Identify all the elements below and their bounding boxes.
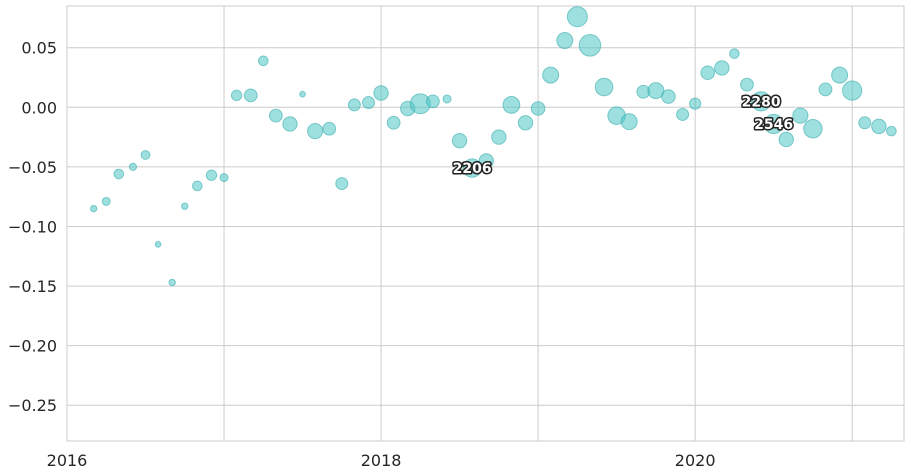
data-point	[205, 169, 218, 181]
plot-frame	[66, 5, 905, 442]
data-point	[517, 115, 534, 131]
y-tick-label: −0.15	[8, 277, 57, 296]
data-point	[478, 153, 494, 169]
data-point	[268, 108, 283, 123]
data-point	[101, 196, 111, 206]
data-label: 2280	[742, 94, 781, 110]
data-point	[647, 82, 665, 100]
data-point	[740, 77, 754, 92]
y-tick-label: −0.05	[8, 158, 57, 177]
data-point	[778, 131, 794, 148]
data-point	[192, 180, 203, 192]
data-point	[818, 82, 833, 97]
data-point	[373, 85, 389, 101]
data-point	[307, 123, 324, 140]
data-point	[858, 116, 872, 130]
data-point	[462, 158, 482, 178]
data-point	[871, 118, 887, 135]
data-point	[886, 125, 897, 137]
data-point	[425, 94, 440, 109]
data-point	[792, 107, 809, 124]
data-point	[140, 150, 151, 160]
data-point	[386, 115, 401, 130]
data-point	[113, 168, 125, 180]
data-point	[491, 129, 507, 145]
data-point	[89, 204, 98, 213]
x-tick-label: 2018	[361, 451, 402, 470]
data-point	[763, 113, 784, 135]
y-tick-label: −0.20	[8, 337, 57, 356]
data-point	[700, 65, 716, 81]
data-point	[803, 119, 823, 139]
y-axis-tick-labels: 0.05 0.00 −0.05 −0.10 −0.15 −0.20 −0.25	[8, 39, 57, 416]
data-point	[676, 107, 690, 121]
data-point	[181, 202, 189, 210]
data-point	[842, 80, 863, 101]
data-point	[257, 55, 269, 67]
data-point	[566, 6, 588, 28]
data-labels: 2206 2280 2546	[451, 93, 794, 179]
data-point	[128, 162, 138, 171]
data-point	[502, 96, 521, 114]
data-point	[530, 101, 546, 116]
data-point	[831, 66, 849, 84]
data-point	[230, 89, 243, 102]
data-point	[750, 91, 772, 112]
data-point	[689, 97, 702, 110]
data-point	[347, 98, 361, 112]
data-point	[620, 113, 638, 131]
data-point	[594, 77, 614, 97]
data-point	[362, 96, 376, 110]
data-point	[335, 177, 349, 191]
data-point	[451, 132, 468, 149]
data-point	[154, 241, 162, 248]
plot-area	[67, 6, 904, 441]
y-tick-label: 0.05	[21, 39, 57, 58]
data-point	[661, 89, 676, 104]
data-point	[729, 48, 740, 59]
data-point	[714, 60, 730, 76]
y-tick-label: −0.25	[8, 396, 57, 415]
data-point	[322, 121, 337, 136]
x-axis-tick-labels: 2016 2018 2020	[47, 451, 716, 470]
data-point	[168, 278, 176, 287]
y-tick-label: 0.00	[21, 98, 57, 117]
data-label: 2206	[453, 161, 492, 177]
data-point	[442, 94, 452, 104]
data-point	[219, 173, 229, 183]
x-tick-label: 2020	[675, 451, 716, 470]
data-label: 2546	[754, 117, 793, 133]
data-point	[282, 116, 298, 132]
data-point	[243, 88, 258, 103]
data-point	[299, 90, 306, 98]
data-point	[556, 32, 574, 50]
data-point	[542, 66, 560, 84]
x-tick-label: 2016	[47, 451, 88, 470]
y-tick-label: −0.10	[8, 217, 57, 236]
data-points	[89, 6, 897, 287]
data-point	[578, 34, 602, 57]
